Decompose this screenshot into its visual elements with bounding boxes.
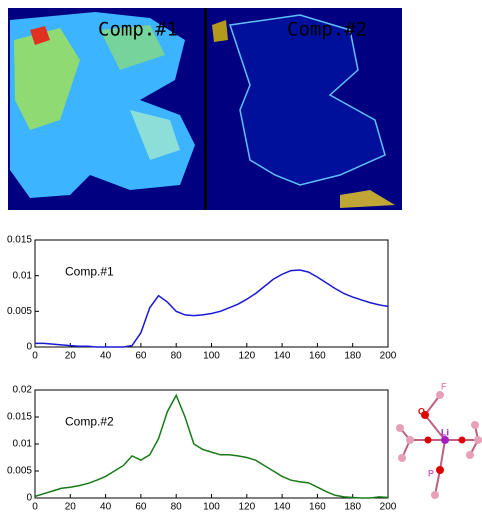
- comp1-peak: [30, 26, 50, 45]
- x-tick-label: 60: [135, 351, 147, 362]
- x-tick-label: 140: [274, 351, 291, 362]
- plot-area: [34, 239, 389, 348]
- y-tick-label: 0.005: [7, 306, 32, 317]
- y-tick-label: 0.005: [7, 466, 32, 477]
- y-tick-label: 0: [26, 342, 32, 353]
- x-tick-label: 20: [65, 502, 77, 513]
- data-line: [34, 393, 389, 499]
- x-tick-label: 60: [135, 502, 147, 513]
- image-label: Comp.#2: [287, 19, 367, 41]
- x-tick-label: 160: [309, 502, 326, 513]
- x-tick-label: 80: [171, 502, 183, 513]
- y-tick-label: 0.01: [13, 270, 33, 281]
- x-tick-label: 200: [380, 502, 397, 513]
- y-tick-label: 0.015: [7, 235, 32, 246]
- atom-label: F: [441, 381, 447, 391]
- x-tick-label: 100: [203, 351, 220, 362]
- x-tick-label: 100: [203, 502, 220, 513]
- plot-area: [34, 389, 389, 499]
- x-tick-label: 180: [344, 351, 361, 362]
- series-label: Comp.#1: [65, 264, 114, 278]
- x-tick-label: 180: [344, 502, 361, 513]
- y-tick-label: 0.015: [7, 412, 32, 423]
- series-label: Comp.#2: [65, 415, 114, 429]
- x-tick-label: 120: [238, 502, 255, 513]
- x-tick-label: 40: [100, 351, 112, 362]
- comp2-peak: [340, 190, 395, 208]
- x-tick-label: 200: [380, 351, 397, 362]
- atom-label: Li: [441, 427, 449, 437]
- x-tick-label: 0: [32, 502, 38, 513]
- atom-label: P: [428, 468, 434, 478]
- atom-label: O: [418, 406, 425, 416]
- x-tick-label: 120: [238, 351, 255, 362]
- x-tick-label: 80: [171, 351, 183, 362]
- comp2-region: [229, 14, 386, 186]
- x-tick-label: 20: [65, 351, 77, 362]
- y-tick-label: 0: [26, 493, 32, 504]
- y-tick-label: 0.01: [13, 439, 33, 450]
- x-tick-label: 160: [309, 351, 326, 362]
- comp1-high: [100, 25, 165, 70]
- comp2-peak: [212, 20, 228, 42]
- data-line: [35, 269, 389, 348]
- x-tick-label: 140: [274, 502, 291, 513]
- comp1-mid: [130, 110, 180, 160]
- panel-divider: [204, 8, 207, 210]
- image-label: Comp.#1: [98, 19, 178, 41]
- comp1-high: [14, 28, 80, 130]
- x-tick-label: 0: [32, 351, 38, 362]
- x-tick-label: 40: [100, 502, 112, 513]
- heatmap-images: Comp.#1 Comp.#2: [8, 8, 402, 210]
- molecule: F O Li P: [396, 381, 482, 499]
- y-tick-label: 0.02: [13, 385, 33, 396]
